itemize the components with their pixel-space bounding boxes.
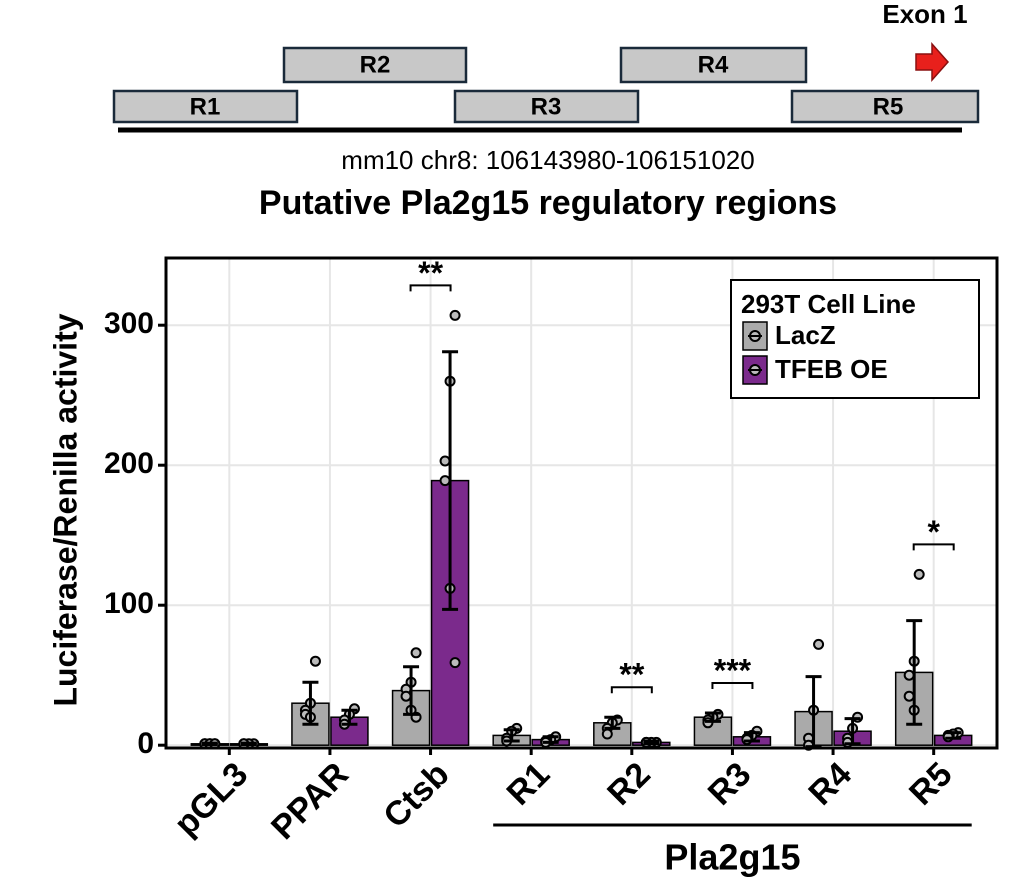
region-label: R4 xyxy=(698,51,729,78)
region-box xyxy=(282,46,468,84)
significance-label: * xyxy=(927,514,940,550)
region-box xyxy=(790,89,980,124)
error-bar xyxy=(743,731,760,743)
coordinates: mm10 chr8: 106143980-106151020 xyxy=(341,145,754,175)
error-bar xyxy=(403,665,420,716)
significance-bracket xyxy=(409,284,452,292)
error-bar xyxy=(643,739,660,746)
data-point xyxy=(903,669,915,681)
x-tick-label: pGL3 xyxy=(167,755,255,843)
significance-label: ** xyxy=(619,657,644,693)
region-box xyxy=(453,89,640,124)
error-bar xyxy=(844,717,861,746)
data-point xyxy=(813,638,825,650)
data-point xyxy=(439,455,451,467)
x-tick-label: PPAR xyxy=(264,755,356,847)
data-point xyxy=(449,657,461,669)
data-point xyxy=(601,728,613,740)
y-tick-label: 200 xyxy=(104,447,154,480)
data-point xyxy=(309,655,321,667)
data-point xyxy=(913,568,925,580)
plot-border xyxy=(164,256,999,750)
group-label: Pla2g15 xyxy=(664,837,800,878)
x-tick-label: R2 xyxy=(600,755,658,813)
legend-label: TFEB OE xyxy=(775,354,888,384)
error-bar xyxy=(302,680,319,726)
y-tick-label: 100 xyxy=(104,587,154,620)
data-point xyxy=(410,647,422,659)
error-bar xyxy=(240,741,257,746)
x-tick-label: R4 xyxy=(801,755,859,813)
region-label: R5 xyxy=(873,93,904,120)
error-bar xyxy=(542,735,559,744)
significance-bracket xyxy=(711,682,754,689)
x-tick-label: R3 xyxy=(701,755,759,813)
diagram-title: Putative Pla2g15 regulatory regions xyxy=(259,184,837,222)
significance-bracket xyxy=(912,543,955,551)
error-bar xyxy=(442,350,459,611)
region-diagram: R1 R2 R3 R4 R5 Exon 1 mm10 chr8: 1061439… xyxy=(112,0,980,222)
significance-label: *** xyxy=(714,652,752,688)
exon-label: Exon 1 xyxy=(882,0,967,29)
error-bar xyxy=(201,741,218,746)
exon-arrow xyxy=(915,42,950,82)
legend-title: 293T Cell Line xyxy=(741,289,916,319)
region-label: R3 xyxy=(531,93,562,120)
y-tick-label: 300 xyxy=(104,307,154,340)
y-tick-label: 0 xyxy=(137,727,154,760)
data-point xyxy=(903,690,915,702)
error-bar xyxy=(906,619,923,726)
significance-label: ** xyxy=(418,255,443,291)
region-box xyxy=(619,46,808,84)
legend-box xyxy=(730,279,980,399)
error-bar xyxy=(945,731,962,740)
error-bar xyxy=(704,711,721,723)
significance-bracket xyxy=(610,686,653,694)
x-tick-label: Ctsb xyxy=(376,755,456,835)
error-bar xyxy=(604,715,621,730)
data-point xyxy=(400,690,412,702)
region-label: R2 xyxy=(360,51,391,78)
error-bar xyxy=(503,728,520,743)
data-point xyxy=(449,309,461,321)
region-label: R1 xyxy=(190,93,221,120)
x-tick-label: R5 xyxy=(902,755,960,813)
legend-label: LacZ xyxy=(775,320,836,350)
error-bar xyxy=(341,708,358,726)
y-axis-label: Luciferase/Renilla activity xyxy=(47,313,83,706)
data-point xyxy=(439,475,451,487)
x-tick-label: R1 xyxy=(500,755,558,813)
region-box xyxy=(112,89,299,124)
